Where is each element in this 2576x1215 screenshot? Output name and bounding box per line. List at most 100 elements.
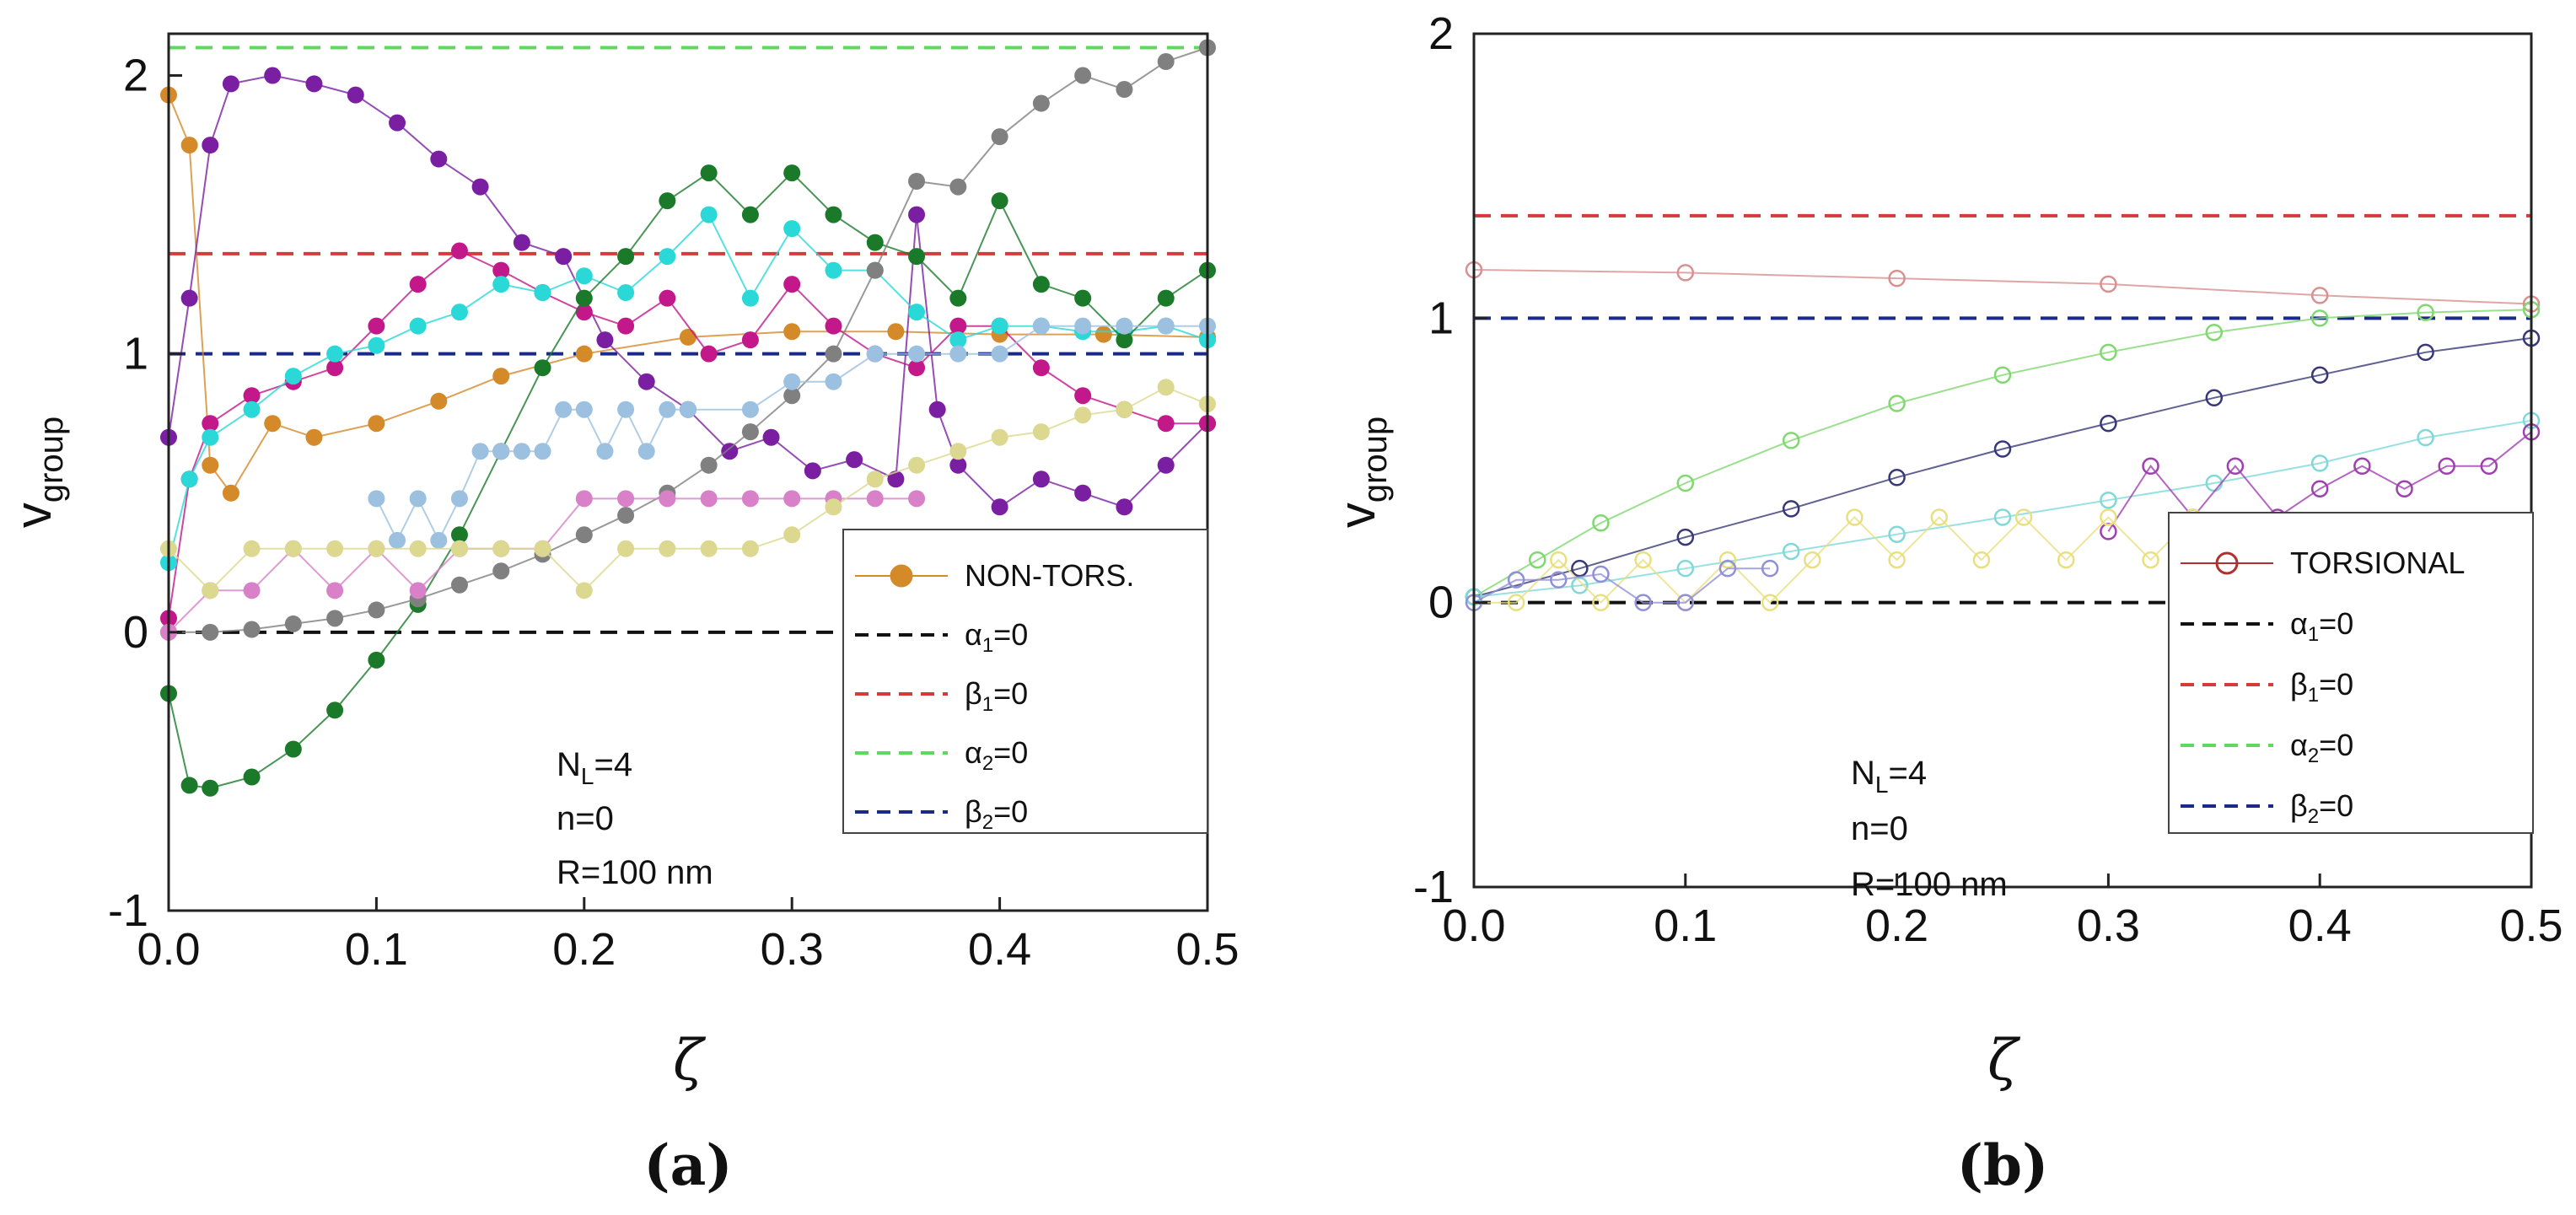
panel-a-data-point-magenta [1032, 359, 1050, 377]
panel-b-data-point-purple [2310, 480, 2329, 497]
panel-a-data-point-cyan [492, 276, 510, 293]
panel-a-data-point-darkgreen [825, 206, 842, 223]
panel-b-data-point-lavender [1592, 565, 1610, 583]
panel-a-data-point-lightblue [1157, 317, 1175, 335]
panel-b-data-point-navy [1888, 468, 1906, 487]
panel-a-data-point-lightblue [492, 443, 510, 460]
panel-b-legend-box [2168, 512, 2534, 834]
panel-a-data-point-cyan [991, 317, 1008, 335]
panel-b-data-point-cyan [1993, 508, 2012, 526]
panel-a-series-line-pink [168, 497, 917, 633]
panel-b-data-point-yellow [2057, 551, 2075, 569]
panel-b-series-line-green [1473, 309, 2532, 598]
panel-a-data-point-orange [264, 415, 282, 433]
panel-a-data-point-khaki [202, 582, 219, 599]
panel-a-data-point-darkgreen [1032, 276, 1050, 293]
panel-a-data-point-magenta [659, 289, 676, 307]
panel-a-annotation-line: n=0 [557, 800, 614, 837]
panel-a-data-point-magenta [617, 317, 635, 335]
panel-a-data-point-purple [471, 178, 489, 196]
panel-b-data-point-lavender [1634, 594, 1652, 611]
panel-b-series-line-navy [1473, 336, 2532, 598]
panel-a-data-point-purple [264, 67, 282, 84]
panel-a-data-point-khaki [243, 540, 261, 557]
panel-a-data-point-lightblue [596, 443, 614, 460]
panel-b-legend-item: TORSIONAL [2181, 546, 2465, 580]
panel-b-data-point-yellow [1846, 508, 1863, 526]
panel-a-data-point-darkgreen [1074, 289, 1092, 307]
panel-a-data-point-purple [180, 289, 198, 307]
panel-a-data-point-cyan [409, 317, 427, 335]
panel-a-data-point-lightblue [637, 443, 655, 460]
panel-b-data-point-navy [2205, 389, 2224, 407]
panel-b-y-tick-label: 1 [1428, 293, 1454, 343]
panel-a-legend-label: β1=0 [965, 676, 1028, 716]
panel-a-data-point-gray [492, 562, 510, 580]
panel-a: 0.0 0.1 0.2 0.3 0.4 0.5 -1 0 1 2 ζ vgroup NON-TO… [5, 32, 1240, 1198]
panel-a-data-point-lightblue [389, 531, 406, 549]
panel-b-data-point-purple [2396, 480, 2413, 497]
panel-a-data-point-cyan [825, 261, 842, 279]
panel-a-legend: NON-TORS. α1=0 β1=0 α2=0 β2=0 [842, 529, 1208, 834]
panel-a-data-point-khaki [866, 470, 884, 488]
panel-b-data-point-purple [2100, 523, 2117, 540]
panel-a-data-point-cyan [368, 336, 385, 354]
panel-b-data-point-green [1592, 513, 1610, 532]
panel-a-data-point-khaki [368, 540, 385, 557]
panel-a-data-point-darkgreen [866, 234, 884, 251]
panel-b-data-point-yellow [1761, 594, 1779, 611]
panel-a-data-point-darkgreen [284, 740, 302, 758]
panel-a-data-point-magenta [741, 331, 759, 349]
panel-a-data-point-darkgreen [659, 192, 676, 210]
panel-b-annotation: NL=4 n=0 R=100 nm [1851, 755, 2008, 903]
panel-a-data-point-cyan [534, 284, 551, 302]
panel-a-data-point-cyan [783, 220, 801, 238]
panel-b-data-point-yellow [1888, 551, 1906, 569]
panel-a-y-tick-label: 2 [123, 51, 148, 101]
panel-a-data-point-darkgreen [741, 206, 759, 223]
panel-a-data-point-pink [326, 582, 344, 599]
panel-b-y-axis-label: vgroup [1329, 417, 1394, 528]
panel-b-data-point-yellow [1972, 551, 1991, 569]
panel-a-data-point-pink [617, 490, 635, 508]
panel-b-x-tick-label: 0.4 [2288, 900, 2352, 951]
panel-a-data-point-purple [804, 462, 821, 480]
panel-b-legend-label: α2=0 [2290, 728, 2353, 767]
panel-a-data-point-orange [222, 484, 239, 502]
panel-b-data-point-purple [2353, 457, 2371, 475]
panel-a-data-point-darkgreen [180, 777, 198, 794]
panel-a-data-point-lightblue [575, 401, 593, 418]
panel-b-data-point-cyan [2100, 491, 2117, 509]
panel-a-data-point-orange [180, 137, 198, 154]
panel-a-data-point-darkgreen [1157, 289, 1175, 307]
panel-b-data-point-yellow [2014, 508, 2033, 526]
panel-a-data-point-gray [326, 610, 344, 627]
panel-a-annotation-line: R=100 nm [557, 854, 713, 891]
panel-a-series-line-orange [168, 94, 1208, 495]
panel-a-data-point-lightblue [555, 401, 573, 418]
panel-a-data-point-cyan [180, 470, 198, 488]
panel-a-data-point-gray [1032, 94, 1050, 112]
panel-a-data-point-khaki [450, 540, 468, 557]
panel-a-data-point-cyan [326, 345, 344, 363]
panel-a-data-point-purple [596, 331, 614, 349]
panel-b-data-point-purple [2226, 457, 2245, 475]
panel-b-data-point-yellow [1804, 551, 1821, 569]
panel-a-data-point-gray [1116, 81, 1133, 99]
panel-a-data-point-orange [202, 456, 219, 474]
panel-b-data-point-pink-red [2100, 275, 2117, 293]
panel-b-data-point-green [2205, 323, 2224, 341]
panel-b-data-point-cyan [2310, 454, 2329, 472]
panel-b-data-point-navy [1782, 500, 1800, 518]
panel-a-annotation: NL=4 n=0 R=100 nm [557, 746, 713, 891]
panel-a-data-point-cyan [617, 284, 635, 302]
panel-a-data-point-cyan [741, 289, 759, 307]
panel-b-y-tick-label: 2 [1428, 8, 1454, 59]
panel-b-data-point-yellow [1550, 551, 1568, 569]
panel-a-data-point-khaki [1157, 379, 1175, 396]
panel-a-data-point-darkgreen [243, 768, 261, 786]
panel-a-data-point-lightblue [1074, 317, 1092, 335]
panel-a-data-point-pink [783, 490, 801, 508]
panel-a-data-point-purple [846, 451, 863, 469]
panel-b-legend: TORSIONAL α1=0 β1=0 α2=0 β2=0 [2168, 512, 2534, 834]
